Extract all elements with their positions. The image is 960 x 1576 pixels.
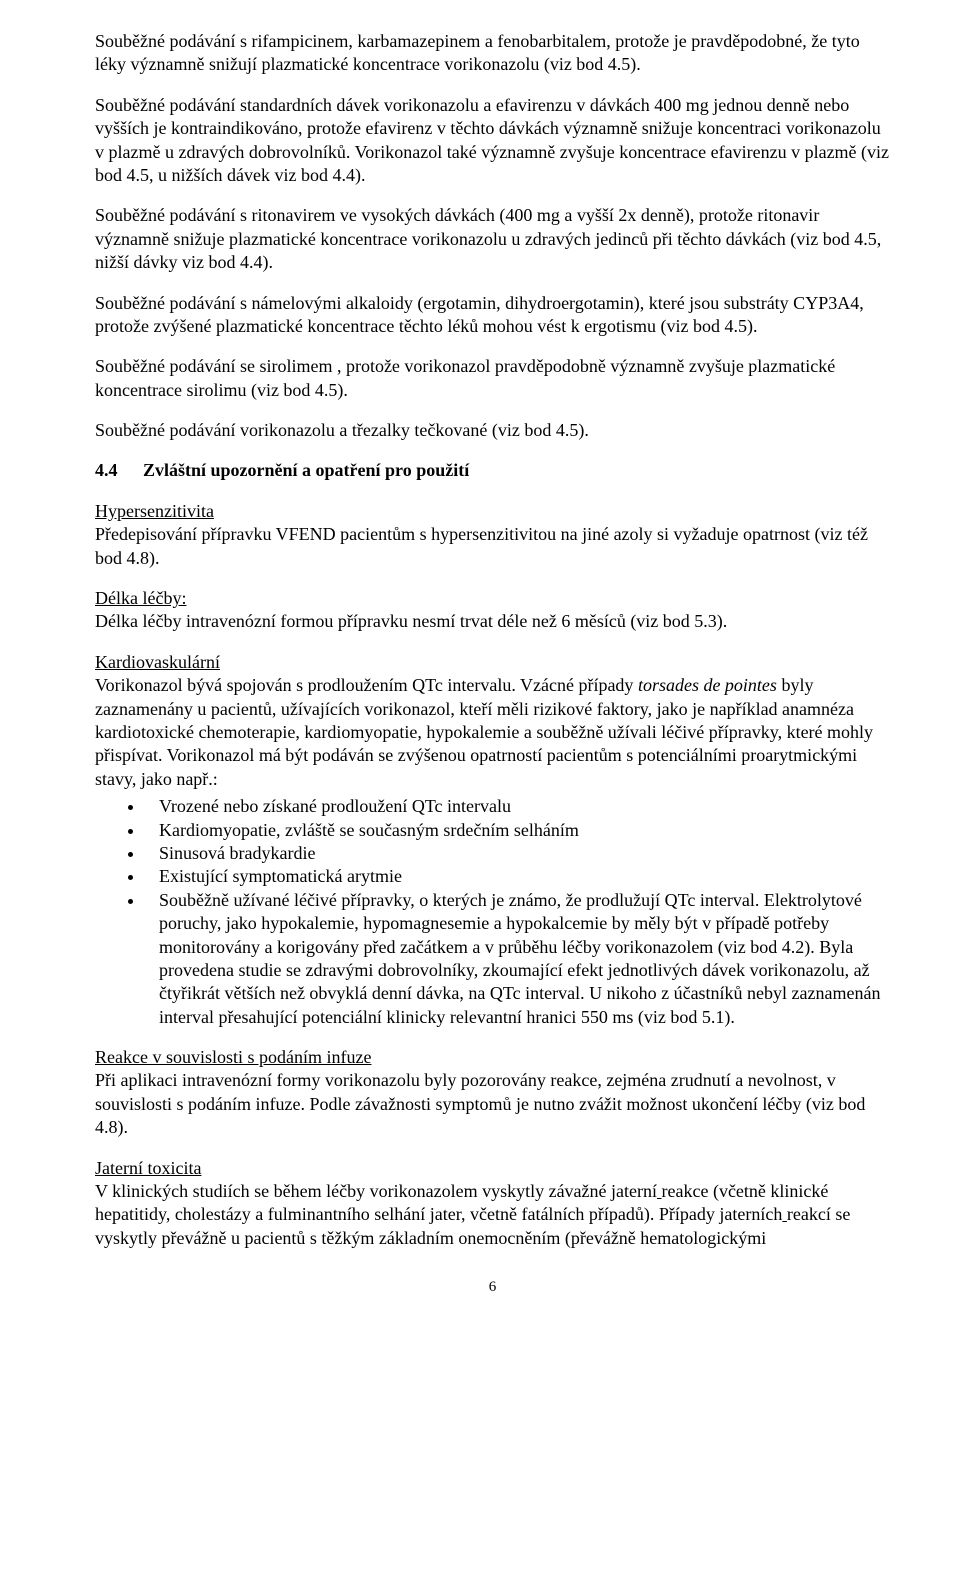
- section-number: 4.4: [95, 459, 143, 482]
- subheading-duration: Délka léčby:: [95, 588, 186, 608]
- paragraph: Souběžné podávání standardních dávek vor…: [95, 94, 890, 188]
- bullet-list: Vrozené nebo získané prodloužení QTc int…: [95, 795, 890, 1029]
- paragraph-infusion: Reakce v souvislosti s podáním infuze Př…: [95, 1046, 890, 1140]
- paragraph: Souběžné podávání se sirolimem , protože…: [95, 355, 890, 402]
- subheading-infusion: Reakce v souvislosti s podáním infuze: [95, 1047, 371, 1067]
- section-title: Zvláštní upozornění a opatření pro použi…: [143, 460, 469, 480]
- subheading-cardiovascular: Kardiovaskulární: [95, 652, 220, 672]
- section-heading-4-4: 4.4Zvláštní upozornění a opatření pro po…: [95, 459, 890, 482]
- list-item: Existující symptomatická arytmie: [145, 865, 890, 888]
- paragraph: Souběžné podávání s rifampicinem, karbam…: [95, 30, 890, 77]
- paragraph-text: Při aplikaci intravenózní formy vorikona…: [95, 1070, 865, 1137]
- subheading-hepatic: Jaterní toxicita: [95, 1158, 201, 1178]
- page-number: 6: [95, 1278, 890, 1298]
- paragraph-duration: Délka léčby: Délka léčby intravenózní fo…: [95, 587, 890, 634]
- paragraph: Souběžné podávání vorikonazolu a třezalk…: [95, 419, 890, 442]
- paragraph-text: Vorikonazol bývá spojován s prodloužením…: [95, 675, 873, 789]
- paragraph: Souběžné podávání s ritonavirem ve vysok…: [95, 204, 890, 274]
- paragraph-text: V klinických studiích se během léčby vor…: [95, 1181, 657, 1201]
- paragraph-text: Délka léčby intravenózní formou přípravk…: [95, 611, 727, 631]
- list-item: Souběžně užívané léčivé přípravky, o kte…: [145, 889, 890, 1029]
- list-item: Kardiomyopatie, zvláště se současným srd…: [145, 819, 890, 842]
- subheading-hypersensitivity: Hypersenzitivita: [95, 501, 214, 521]
- paragraph-cardiovascular: Kardiovaskulární Vorikonazol bývá spojov…: [95, 651, 890, 791]
- list-item: Sinusová bradykardie: [145, 842, 890, 865]
- paragraph-text: Předepisování přípravku VFEND pacientům …: [95, 524, 868, 567]
- paragraph: Souběžné podávání s námelovými alkaloidy…: [95, 292, 890, 339]
- paragraph-hepatic: Jaterní toxicita V klinických studiích s…: [95, 1157, 890, 1251]
- paragraph-hypersensitivity: Hypersenzitivita Předepisování přípravku…: [95, 500, 890, 570]
- list-item: Vrozené nebo získané prodloužení QTc int…: [145, 795, 890, 818]
